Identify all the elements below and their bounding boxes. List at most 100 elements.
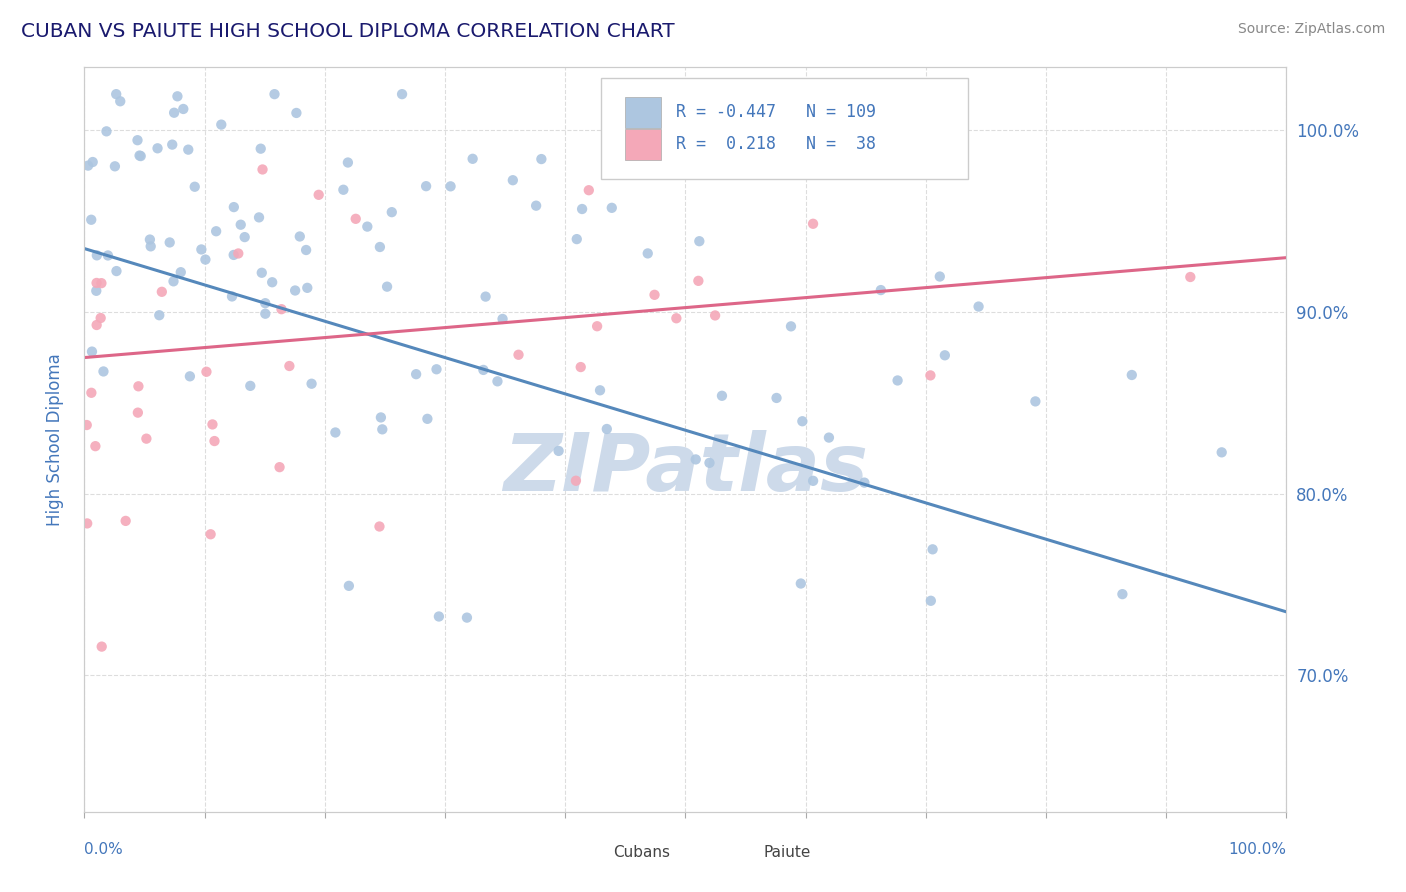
Point: [200, 527, 222, 541]
Point: [172, 102, 194, 116]
Point: [920, 368, 942, 383]
Point: [818, 431, 841, 445]
Point: [886, 374, 908, 388]
Bar: [578, 841, 603, 864]
Point: [1024, 394, 1046, 409]
Point: [177, 143, 200, 157]
Point: [77, 159, 100, 173]
Point: [80, 212, 103, 227]
Point: [337, 579, 360, 593]
Point: [486, 374, 509, 388]
Point: [869, 283, 891, 297]
Point: [297, 281, 319, 295]
Point: [76, 516, 98, 531]
Point: [928, 269, 950, 284]
Point: [184, 179, 207, 194]
Point: [96, 124, 118, 138]
Point: [295, 243, 318, 257]
Point: [229, 218, 252, 232]
Point: [201, 417, 224, 432]
Point: [239, 379, 262, 393]
Point: [195, 365, 218, 379]
Text: 0.0%: 0.0%: [84, 842, 124, 857]
Point: [1111, 587, 1133, 601]
Point: [127, 406, 149, 420]
Point: [127, 379, 149, 393]
Point: [190, 243, 212, 257]
Point: [209, 118, 232, 132]
Point: [472, 363, 495, 377]
Point: [105, 87, 128, 102]
Point: [170, 265, 193, 279]
Point: [801, 474, 824, 488]
Point: [792, 414, 814, 428]
Point: [285, 106, 308, 120]
Point: [344, 211, 367, 226]
Point: [86, 276, 108, 290]
Text: Source: ZipAtlas.com: Source: ZipAtlas.com: [1237, 22, 1385, 37]
Point: [233, 230, 256, 244]
Point: [665, 311, 688, 326]
Point: [204, 434, 226, 448]
Point: [139, 233, 162, 247]
Point: [114, 514, 136, 528]
Point: [637, 246, 659, 260]
Point: [84, 284, 107, 298]
Point: [84, 439, 107, 453]
Point: [586, 319, 609, 334]
Point: [90, 311, 112, 326]
Point: [547, 444, 569, 458]
Point: [439, 179, 461, 194]
Point: [76, 417, 98, 432]
Point: [644, 288, 666, 302]
Point: [368, 240, 391, 254]
Point: [104, 159, 127, 173]
Point: [162, 274, 184, 288]
Point: [250, 266, 273, 280]
Point: [269, 460, 291, 475]
Point: [589, 384, 612, 398]
Point: [565, 474, 588, 488]
Point: [110, 95, 132, 109]
Point: [699, 456, 721, 470]
Point: [508, 348, 530, 362]
Point: [146, 141, 169, 155]
Point: [288, 229, 311, 244]
Point: [578, 183, 600, 197]
Point: [381, 205, 404, 219]
Point: [569, 360, 592, 375]
Point: [159, 235, 181, 250]
Text: R = -0.447   N = 109: R = -0.447 N = 109: [676, 103, 876, 121]
Point: [127, 133, 149, 147]
Point: [801, 217, 824, 231]
Point: [688, 234, 710, 248]
Text: R =  0.218   N =  38: R = 0.218 N = 38: [676, 136, 876, 153]
Point: [621, 87, 644, 102]
Point: [179, 369, 201, 384]
Point: [571, 202, 593, 216]
Point: [596, 422, 619, 436]
Bar: [626, 128, 661, 160]
Point: [301, 376, 323, 391]
Point: [790, 576, 813, 591]
Y-axis label: High School Diploma: High School Diploma: [45, 353, 63, 525]
Text: Paiute: Paiute: [763, 846, 811, 860]
Point: [105, 264, 128, 278]
Point: [368, 519, 391, 533]
Point: [284, 284, 307, 298]
Text: CUBAN VS PAIUTE HIGH SCHOOL DIPLOMA CORRELATION CHART: CUBAN VS PAIUTE HIGH SCHOOL DIPLOMA CORR…: [21, 22, 675, 41]
Point: [375, 279, 398, 293]
Point: [427, 609, 450, 624]
Point: [704, 309, 727, 323]
Point: [205, 224, 228, 238]
Point: [128, 148, 150, 162]
Point: [135, 432, 157, 446]
Point: [166, 89, 188, 103]
Point: [1180, 270, 1202, 285]
Point: [565, 232, 588, 246]
Point: [163, 105, 186, 120]
Point: [336, 155, 359, 169]
Point: [416, 412, 439, 426]
Point: [491, 312, 513, 326]
Point: [278, 359, 301, 373]
